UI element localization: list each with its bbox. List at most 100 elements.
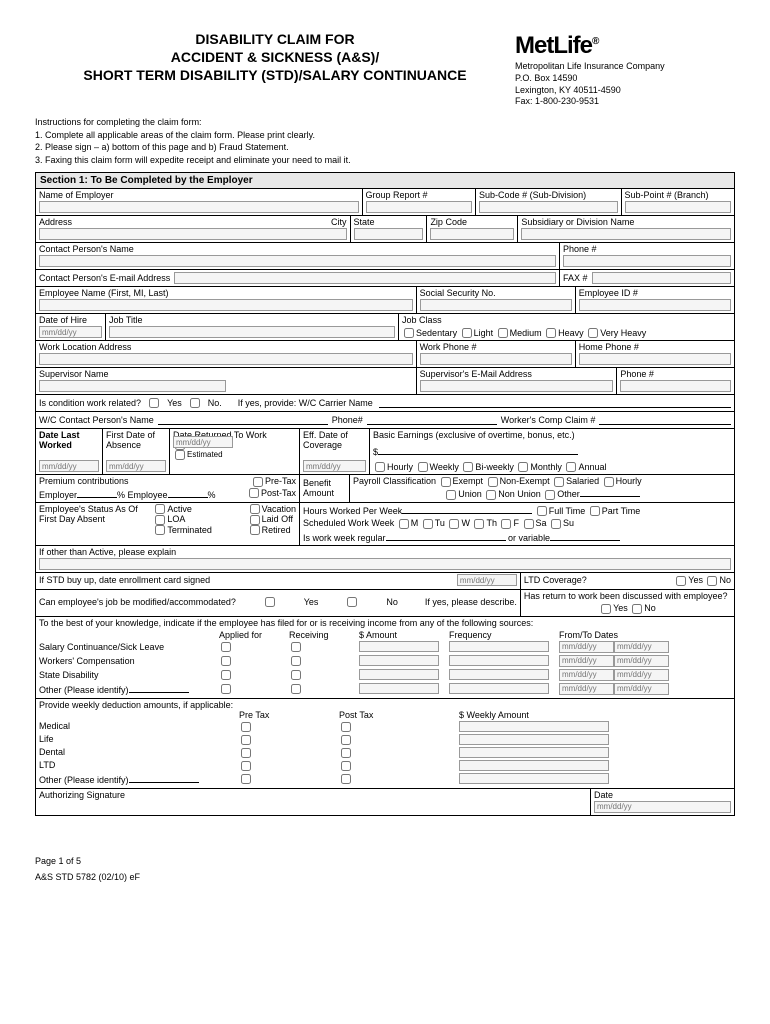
monthly-check[interactable]	[518, 462, 528, 472]
address-input[interactable]	[39, 228, 347, 240]
empname-input[interactable]	[39, 299, 413, 311]
su-check[interactable]	[551, 519, 561, 529]
life-post[interactable]	[341, 735, 351, 745]
sd-recv[interactable]	[291, 670, 301, 680]
modify-yes[interactable]	[265, 597, 275, 607]
med-amt[interactable]	[459, 721, 609, 732]
modify-no[interactable]	[347, 597, 357, 607]
salaried-check[interactable]	[554, 477, 564, 487]
dlw-input[interactable]	[39, 460, 99, 472]
supemail-input[interactable]	[420, 380, 614, 392]
fulltime-check[interactable]	[537, 506, 547, 516]
earnings-line[interactable]	[378, 445, 578, 455]
zip-input[interactable]	[430, 228, 514, 240]
contact-input[interactable]	[39, 255, 556, 267]
state-input[interactable]	[354, 228, 424, 240]
wc-applied[interactable]	[221, 656, 231, 666]
nonunion-check[interactable]	[486, 490, 496, 500]
pretax-check[interactable]	[253, 477, 263, 487]
weekly-check[interactable]	[418, 462, 428, 472]
ot-amt[interactable]	[359, 683, 439, 694]
med-post[interactable]	[341, 722, 351, 732]
ot-to[interactable]	[614, 683, 669, 695]
carrier-line[interactable]	[379, 398, 731, 408]
hourly2-check[interactable]	[604, 477, 614, 487]
ltd-pre[interactable]	[241, 761, 251, 771]
heavy-check[interactable]	[546, 328, 556, 338]
wccontact-line[interactable]	[158, 415, 328, 425]
ot2-post[interactable]	[341, 774, 351, 784]
ltd-yes[interactable]	[676, 576, 686, 586]
biweekly-check[interactable]	[463, 462, 473, 472]
supervisor-input[interactable]	[39, 380, 226, 392]
sd-from[interactable]	[559, 669, 614, 681]
f-check[interactable]	[501, 519, 511, 529]
ssn-input[interactable]	[420, 299, 572, 311]
exempt-check[interactable]	[441, 477, 451, 487]
sd-freq[interactable]	[449, 669, 549, 680]
sc-applied[interactable]	[221, 642, 231, 652]
wc-to[interactable]	[614, 655, 669, 667]
medium-check[interactable]	[498, 328, 508, 338]
light-check[interactable]	[462, 328, 472, 338]
sc-recv[interactable]	[291, 642, 301, 652]
sc-from[interactable]	[559, 641, 614, 653]
phone-input[interactable]	[563, 255, 731, 267]
parttime-check[interactable]	[590, 506, 600, 516]
loa-check[interactable]	[155, 515, 165, 525]
stdbuy-input[interactable]	[457, 574, 517, 586]
wcphone-line[interactable]	[367, 415, 497, 425]
life-amt[interactable]	[459, 734, 609, 745]
ot-freq[interactable]	[449, 683, 549, 694]
ltd-post[interactable]	[341, 761, 351, 771]
group-input[interactable]	[366, 201, 473, 213]
ot2-pre[interactable]	[241, 774, 251, 784]
th-check[interactable]	[474, 519, 484, 529]
workaddr-input[interactable]	[39, 353, 413, 365]
dental-amt[interactable]	[459, 747, 609, 758]
retired-check[interactable]	[250, 525, 260, 535]
wc-recv[interactable]	[291, 656, 301, 666]
est-check[interactable]	[175, 450, 185, 460]
ot-applied[interactable]	[221, 684, 231, 694]
m-check[interactable]	[399, 519, 409, 529]
sd-to[interactable]	[614, 669, 669, 681]
sc-freq[interactable]	[449, 641, 549, 652]
annual-check[interactable]	[566, 462, 576, 472]
med-pre[interactable]	[241, 722, 251, 732]
other-check[interactable]	[545, 490, 555, 500]
sig-area[interactable]	[39, 801, 587, 813]
hire-input[interactable]	[39, 326, 102, 338]
workrel-yes[interactable]	[149, 398, 159, 408]
wc-from[interactable]	[559, 655, 614, 667]
fax-input[interactable]	[592, 272, 732, 284]
posttax-check[interactable]	[249, 488, 259, 498]
w-check[interactable]	[449, 519, 459, 529]
ifother-input[interactable]	[39, 558, 731, 570]
vacation-check[interactable]	[250, 504, 260, 514]
wc-amt[interactable]	[359, 655, 439, 666]
union-check[interactable]	[446, 490, 456, 500]
wc-freq[interactable]	[449, 655, 549, 666]
empid-input[interactable]	[579, 299, 731, 311]
fda-input[interactable]	[106, 460, 166, 472]
sc-to[interactable]	[614, 641, 669, 653]
sedentary-check[interactable]	[404, 328, 414, 338]
sc-amt[interactable]	[359, 641, 439, 652]
supphone-input[interactable]	[620, 380, 731, 392]
return-yes[interactable]	[601, 604, 611, 614]
sd-amt[interactable]	[359, 669, 439, 680]
subcode-input[interactable]	[479, 201, 617, 213]
email-input[interactable]	[174, 272, 556, 284]
workphone-input[interactable]	[420, 353, 572, 365]
dental-post[interactable]	[341, 748, 351, 758]
subpoint-input[interactable]	[625, 201, 732, 213]
term-check[interactable]	[155, 525, 165, 535]
vheavy-check[interactable]	[588, 328, 598, 338]
drtw-input[interactable]	[173, 436, 233, 448]
ot-recv[interactable]	[291, 684, 301, 694]
sd-applied[interactable]	[221, 670, 231, 680]
workrel-no[interactable]	[190, 398, 200, 408]
dental-pre[interactable]	[241, 748, 251, 758]
tu-check[interactable]	[423, 519, 433, 529]
